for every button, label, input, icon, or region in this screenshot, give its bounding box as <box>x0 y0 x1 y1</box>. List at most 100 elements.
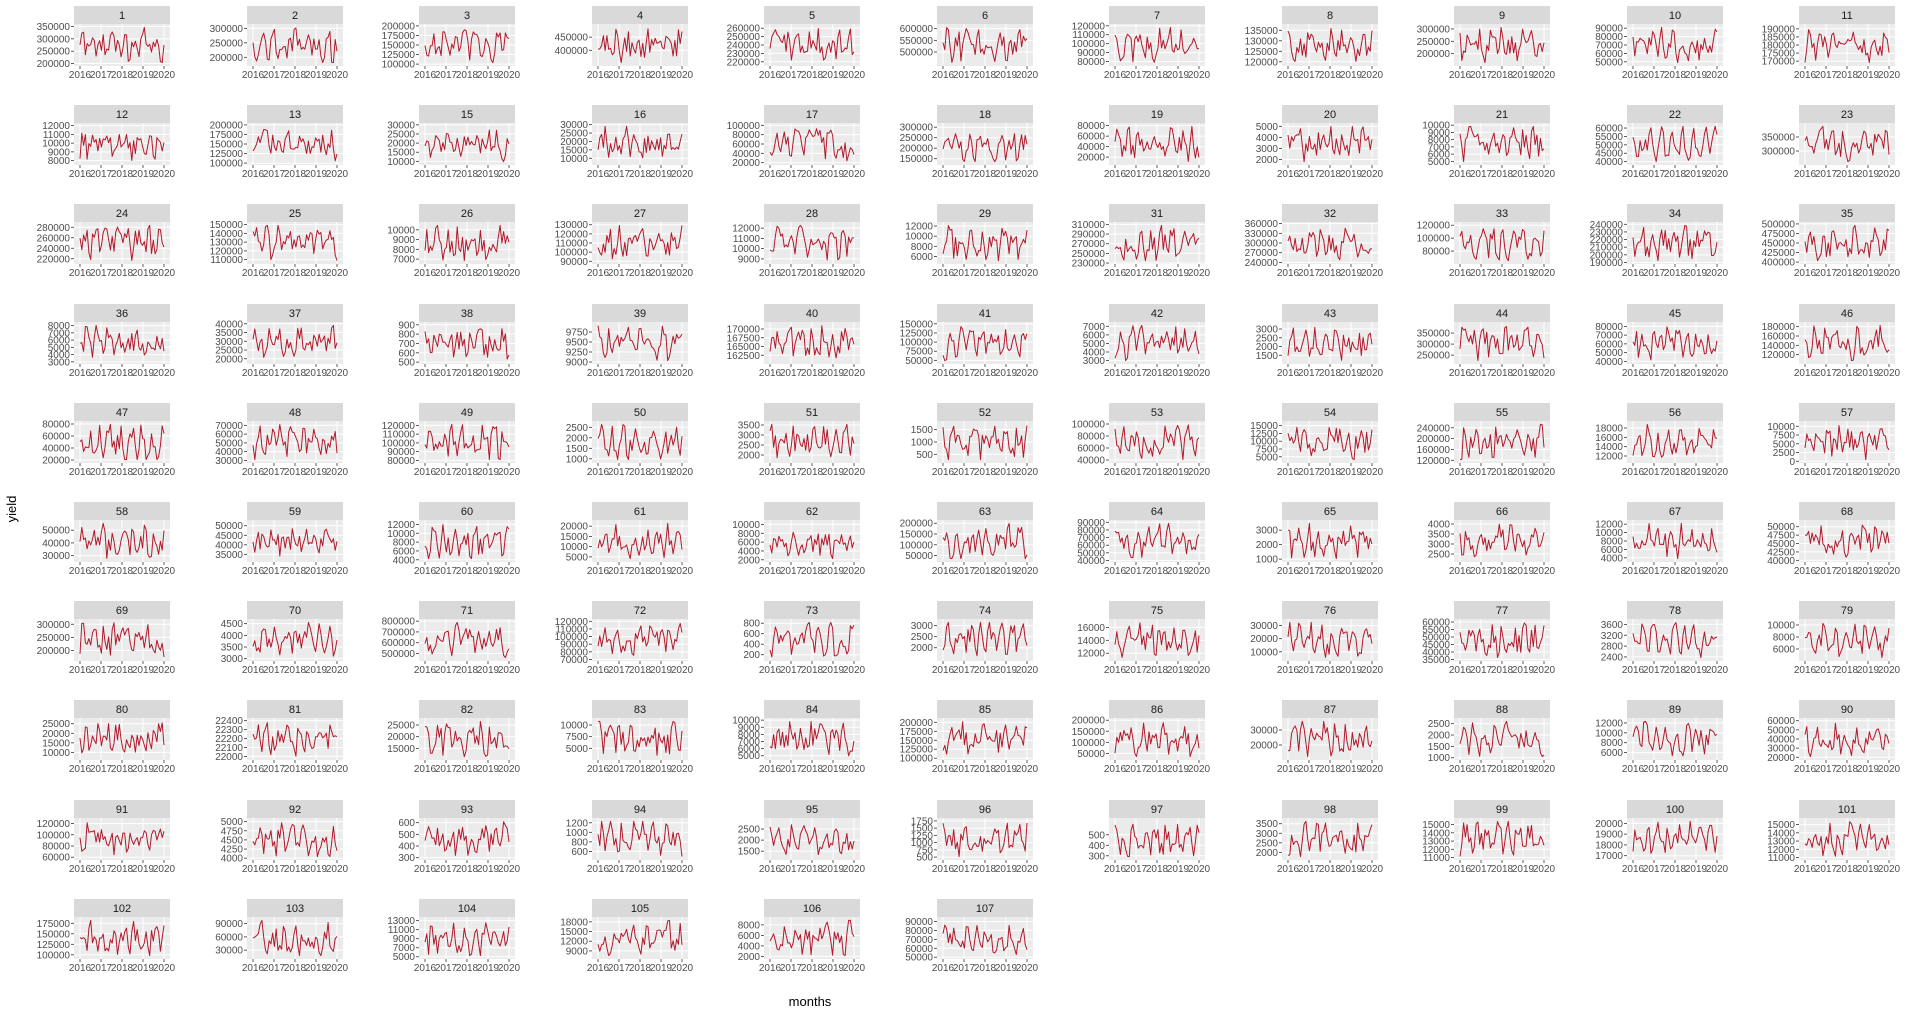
y-tick-label: 200000 <box>210 53 244 64</box>
x-tick-label: 2019 <box>822 963 845 974</box>
y-tick-label: 3000 <box>1083 356 1106 367</box>
series-line <box>769 325 855 359</box>
series-line <box>252 224 338 261</box>
x-tick-label: 2017 <box>780 665 803 676</box>
y-tick-label: 90000 <box>1595 24 1623 35</box>
x-tick-label: 2016 <box>69 566 92 577</box>
x-tick-label: 2017 <box>953 467 976 478</box>
y-tick-label: 220000 <box>37 254 71 265</box>
y-tick-label: 60000 <box>1595 339 1623 350</box>
x-tick-label: 2019 <box>1167 268 1190 279</box>
x-tick-label: 2018 <box>1664 764 1687 775</box>
facet-strip <box>1454 204 1550 222</box>
series-line <box>1114 722 1200 758</box>
x-tick-label: 2018 <box>1319 169 1342 180</box>
series-line <box>942 721 1028 755</box>
x-tick-label: 2016 <box>932 368 955 379</box>
y-tick-label: 13000 <box>1767 837 1795 848</box>
y-tick-label: 5000 <box>1256 122 1279 133</box>
x-tick-label: 2018 <box>1146 368 1169 379</box>
y-tick-label: 110000 <box>1072 30 1105 41</box>
x-tick-label: 2018 <box>111 268 134 279</box>
x-tick-label: 2017 <box>608 169 631 180</box>
facet-strip <box>764 700 860 718</box>
x-tick-label: 2019 <box>1685 665 1708 676</box>
y-tick-label: 1500 <box>738 847 761 858</box>
x-tick-label: 2019 <box>1857 864 1880 875</box>
x-tick-label: 2018 <box>1146 467 1169 478</box>
x-tick-label: 2016 <box>1449 764 1472 775</box>
x-tick-label: 2019 <box>822 665 845 676</box>
y-tick-label: 40000 <box>1767 735 1795 746</box>
x-tick-label: 2019 <box>650 665 673 676</box>
y-tick-label: 120000 <box>382 421 416 432</box>
facet-label: 94 <box>634 804 646 816</box>
facet-strip <box>74 304 170 322</box>
y-tick-label: 80000 <box>905 926 933 937</box>
y-tick-label: 230000 <box>727 49 761 60</box>
x-tick-label: 2019 <box>1857 467 1880 478</box>
x-tick-label: 2019 <box>1857 368 1880 379</box>
y-tick-label: 40000 <box>215 319 243 330</box>
x-tick-label: 2020 <box>671 169 694 180</box>
facet-strip <box>247 304 343 322</box>
x-tick-label: 2017 <box>608 764 631 775</box>
x-tick-label: 2018 <box>456 169 479 180</box>
facet-label: 20 <box>1324 109 1336 121</box>
facet-strip <box>764 502 860 520</box>
x-tick-label: 2016 <box>1449 864 1472 875</box>
y-tick-label: 140000 <box>1762 341 1796 352</box>
x-tick-label: 2019 <box>477 764 500 775</box>
x-tick-label: 2017 <box>435 467 458 478</box>
facet-strip <box>1109 204 1205 222</box>
x-tick-label: 2020 <box>843 467 866 478</box>
y-tick-label: 300000 <box>1245 239 1279 250</box>
y-tick-label: 140000 <box>210 229 244 240</box>
x-tick-label: 2020 <box>843 368 866 379</box>
facet-label: 35 <box>1841 208 1853 220</box>
y-tick-label: 60000 <box>1422 618 1450 629</box>
facet-strip <box>764 899 860 917</box>
x-tick-label: 2019 <box>1512 467 1535 478</box>
facet-strip <box>1282 6 1378 24</box>
x-tick-label: 2016 <box>1277 368 1300 379</box>
x-tick-label: 2018 <box>629 566 652 577</box>
facet-label: 50 <box>634 407 646 419</box>
series-line <box>1459 26 1545 64</box>
x-tick-label: 2016 <box>414 963 437 974</box>
facet-strip <box>764 601 860 619</box>
series-line <box>1287 227 1373 261</box>
x-tick-label: 2020 <box>153 963 176 974</box>
x-tick-label: 2019 <box>305 864 328 875</box>
x-tick-label: 2019 <box>1167 368 1190 379</box>
x-tick-label: 2017 <box>608 70 631 81</box>
x-tick-label: 2016 <box>932 70 955 81</box>
series-line <box>1287 426 1373 461</box>
x-tick-label: 2018 <box>1664 864 1687 875</box>
x-tick-label: 2016 <box>587 368 610 379</box>
x-tick-label: 2017 <box>1815 268 1838 279</box>
facet-strip <box>764 6 860 24</box>
x-tick-label: 2018 <box>974 70 997 81</box>
x-tick-label: 2017 <box>263 665 286 676</box>
y-tick-label: 135000 <box>1245 26 1279 37</box>
facet-label: 80 <box>116 704 128 716</box>
facet-label: 85 <box>979 704 991 716</box>
x-tick-label: 2016 <box>1794 764 1817 775</box>
x-tick-label: 2017 <box>90 963 113 974</box>
x-tick-label: 2016 <box>1622 467 1645 478</box>
facet-strip <box>1109 700 1205 718</box>
y-tick-label: 10000 <box>732 520 760 531</box>
series-line <box>1804 722 1890 758</box>
y-tick-label: 10000 <box>387 529 415 540</box>
facet-strip <box>1109 403 1205 421</box>
x-tick-label: 2018 <box>284 665 307 676</box>
y-tick-label: 120000 <box>555 229 589 240</box>
y-tick-label: 70000 <box>1595 41 1623 52</box>
facet-strip <box>1109 800 1205 818</box>
y-tick-label: 11000 <box>1768 853 1796 864</box>
